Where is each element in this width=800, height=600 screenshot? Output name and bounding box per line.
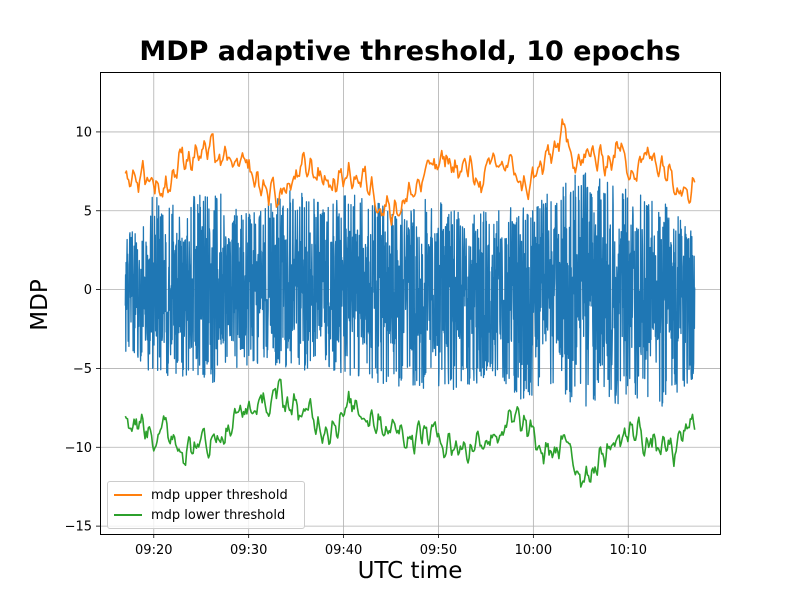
y-tick-label: −15 — [65, 520, 92, 535]
x-tick-label: 10:10 — [610, 543, 647, 558]
axis-ticks: 10 5 0 −5 −10 −15 09:20 09:30 09:40 09:50 10:00 10:… — [65, 125, 647, 558]
y-tick-label: 0 — [84, 283, 92, 298]
y-tick-label: 5 — [84, 204, 92, 219]
y-axis-label: MDP — [27, 279, 53, 331]
x-tick-label: 09:40 — [325, 543, 362, 558]
legend-item-upper: mdp upper threshold — [114, 486, 288, 504]
legend-swatch-lower — [114, 514, 142, 516]
mdp-series-line — [124, 172, 696, 407]
plot-area-frame — [100, 72, 721, 535]
x-tick-label: 09:30 — [230, 543, 267, 558]
legend-label-upper: mdp upper threshold — [151, 487, 288, 503]
x-tick-label: 09:20 — [135, 543, 172, 558]
upper-threshold-line — [124, 118, 696, 226]
legend-label-lower: mdp lower threshold — [151, 507, 286, 523]
plot-series — [124, 118, 696, 488]
legend-item-lower: mdp lower threshold — [114, 506, 285, 524]
y-tick-label: −10 — [65, 441, 92, 456]
x-tick-label: 10:00 — [515, 543, 552, 558]
legend: mdp upper threshold mdp lower threshold — [107, 481, 305, 529]
chart-title: MDP adaptive threshold, 10 epochs — [139, 36, 681, 67]
legend-swatch-upper — [114, 494, 142, 496]
x-tick-label: 09:50 — [420, 543, 457, 558]
lower-threshold-line — [124, 378, 696, 488]
x-axis-label: UTC time — [357, 558, 463, 584]
y-tick-label: 10 — [75, 125, 92, 140]
y-tick-label: −5 — [73, 362, 92, 377]
